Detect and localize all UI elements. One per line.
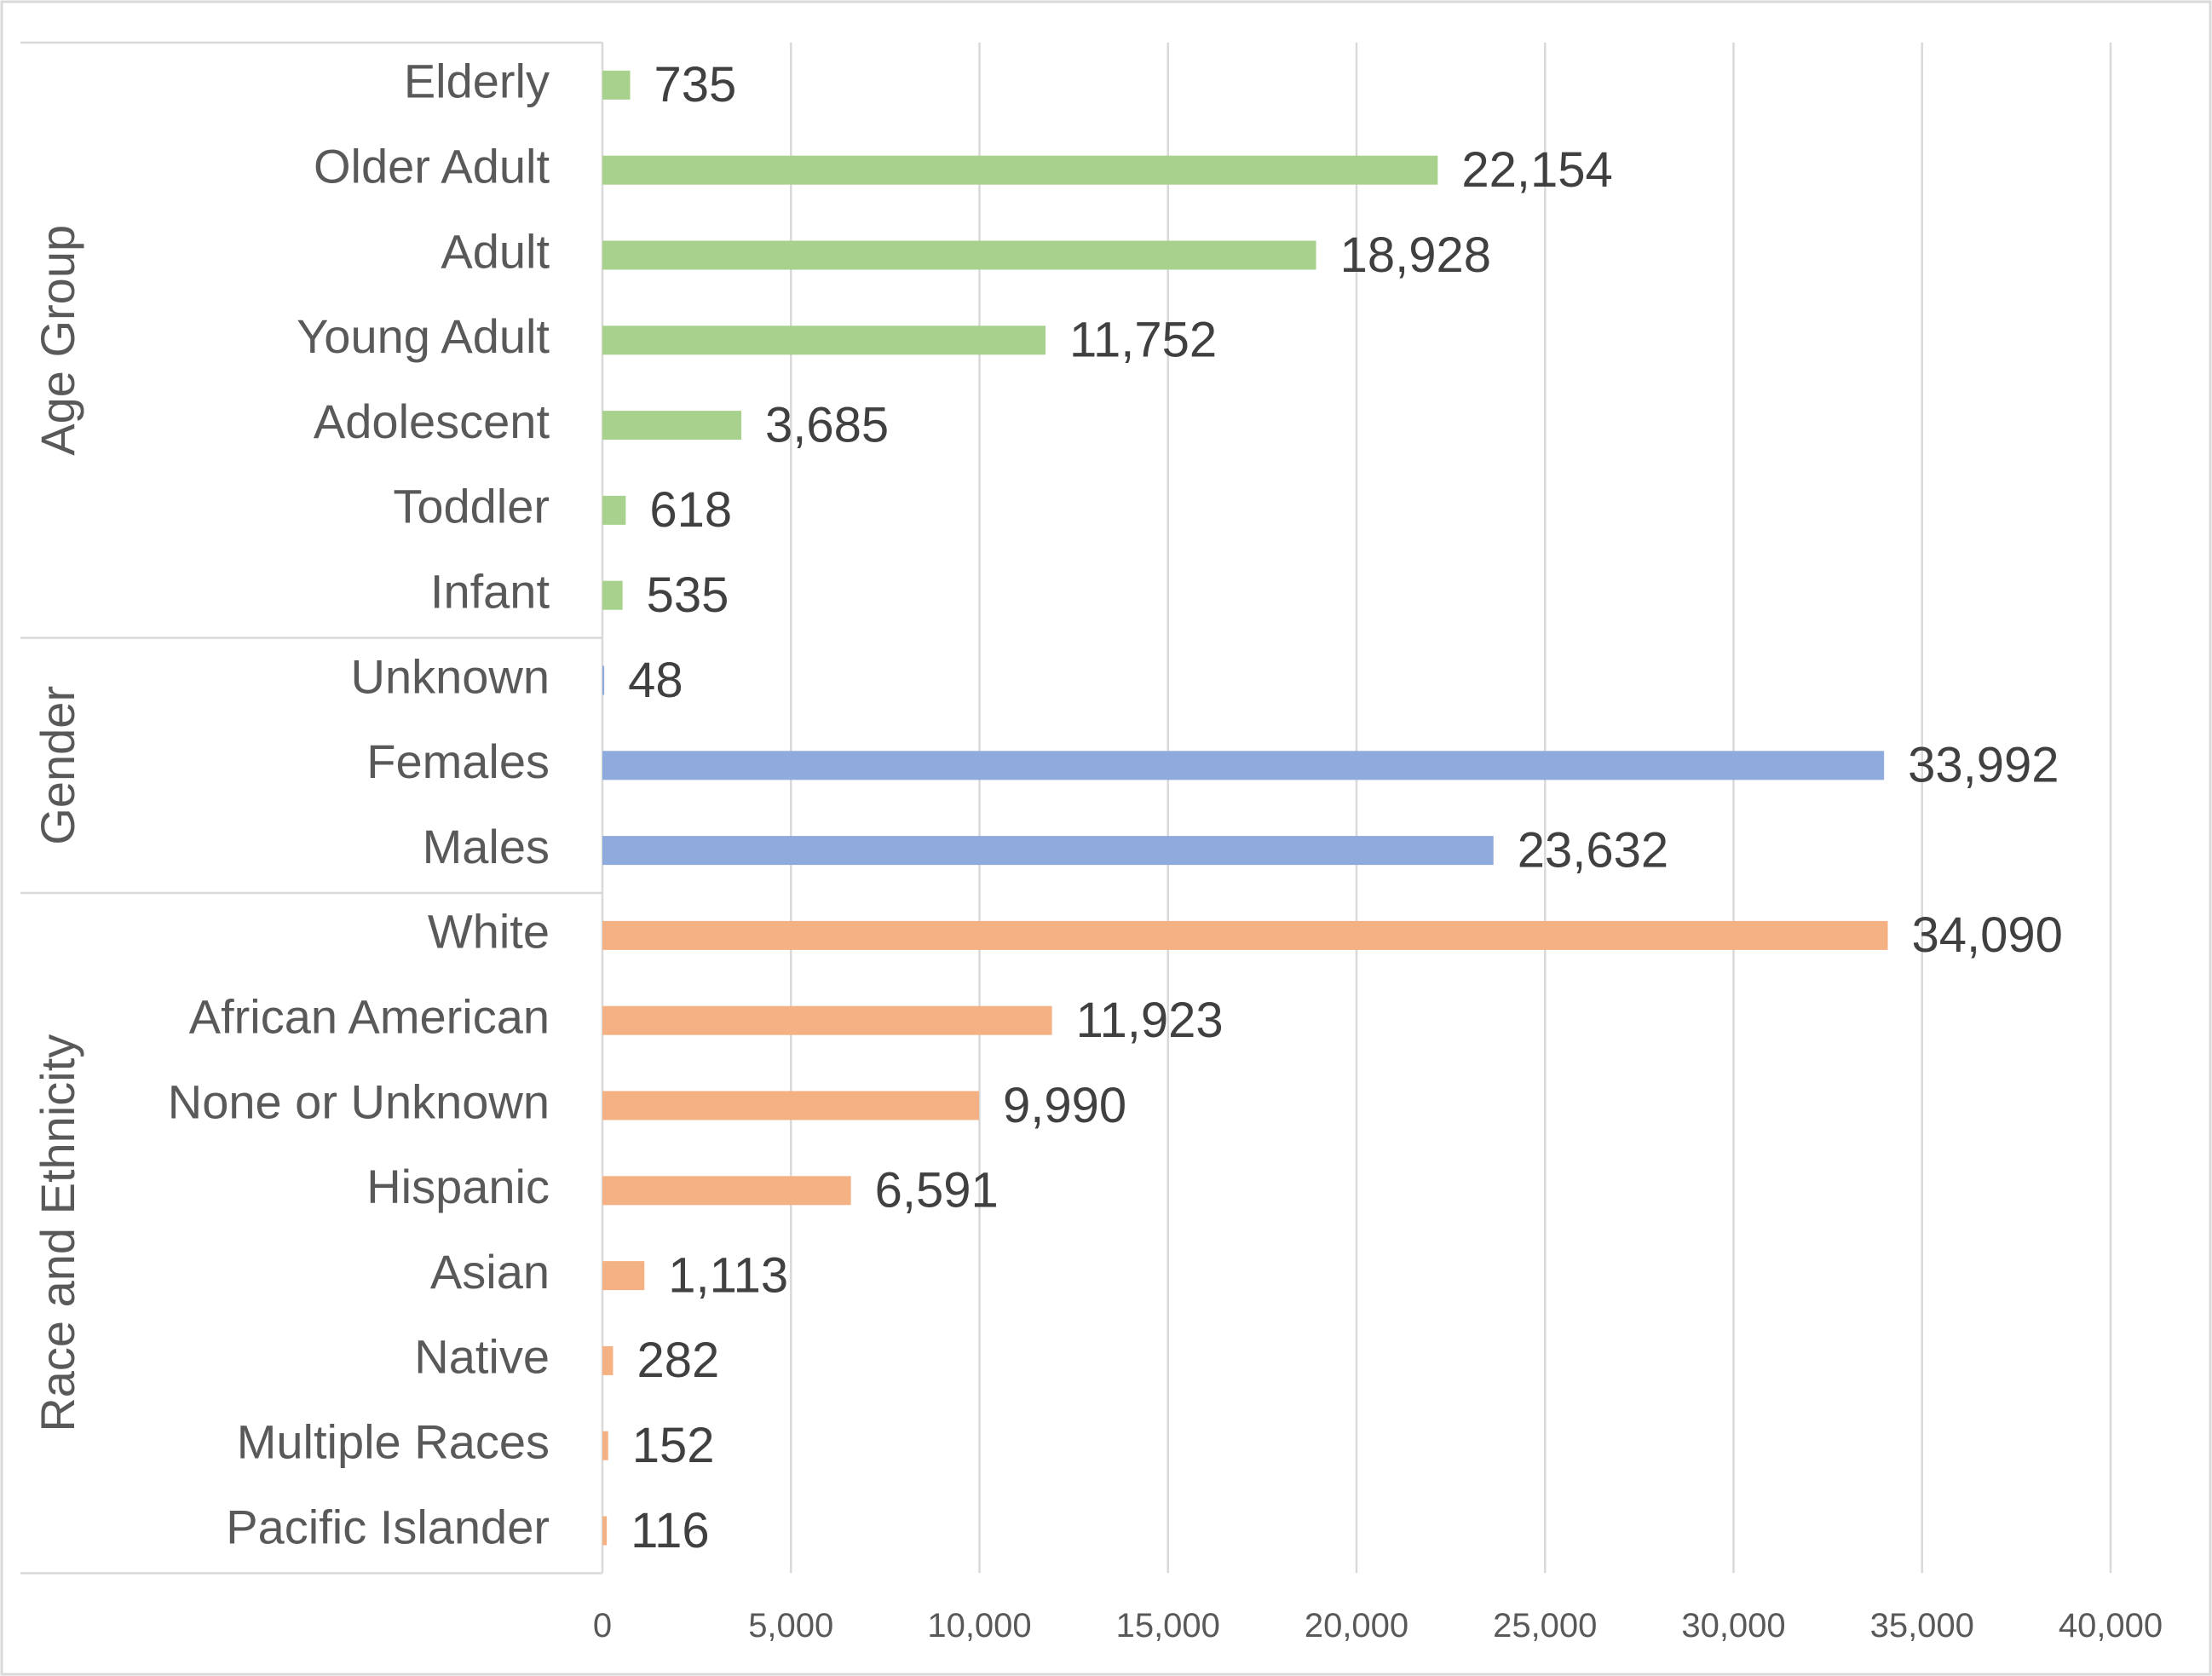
data-label: 535	[647, 567, 729, 623]
category-label: Males	[423, 820, 550, 873]
data-label: 735	[654, 57, 737, 112]
bar	[602, 920, 1888, 950]
bar	[602, 495, 626, 525]
category-label: Native	[414, 1330, 550, 1384]
category-label: Adolescent	[314, 395, 550, 448]
bars	[602, 70, 1888, 1546]
data-label: 116	[631, 1503, 709, 1558]
data-label: 23,632	[1518, 822, 1668, 878]
bar	[602, 155, 1438, 185]
bar	[602, 580, 623, 610]
data-label: 9,990	[1003, 1078, 1126, 1133]
data-label: 282	[637, 1333, 719, 1388]
group-label: Race and Ethnicity	[31, 1034, 84, 1432]
category-label: Unknown	[351, 649, 550, 703]
data-label: 22,154	[1461, 142, 1612, 198]
bar	[602, 1176, 851, 1206]
x-tick-label: 40,000	[2059, 1607, 2163, 1644]
data-label: 34,090	[1911, 907, 2062, 963]
data-label: 152	[632, 1418, 715, 1473]
data-label: 1,113	[668, 1247, 788, 1303]
data-label: 33,992	[1908, 738, 2059, 793]
category-label: Older Adult	[314, 139, 550, 193]
x-tick-label: 25,000	[1493, 1607, 1597, 1644]
x-tick-label: 15,000	[1116, 1607, 1220, 1644]
data-label: 3,685	[765, 397, 889, 452]
data-label: 6,591	[875, 1163, 999, 1218]
bar	[602, 1431, 608, 1460]
group-label: Gender	[31, 686, 84, 845]
x-tick-label: 35,000	[1870, 1607, 1974, 1644]
labels: 0 5,000 10,000 15,000 20,000 25,000 30,000 35,0…	[31, 55, 2163, 1644]
group-label: Age Group	[31, 225, 84, 456]
category-label: Females	[366, 734, 550, 788]
bar	[602, 240, 1316, 270]
data-label: 11,923	[1076, 993, 1224, 1048]
category-label: African American	[189, 989, 550, 1043]
x-tick-label: 20,000	[1305, 1607, 1408, 1644]
category-label: Asian	[430, 1245, 550, 1299]
bar	[602, 70, 631, 100]
data-label: 11,752	[1069, 313, 1217, 368]
bar	[602, 836, 1494, 866]
category-label: Toddler	[393, 480, 550, 533]
bar	[602, 1005, 1052, 1035]
category-label: None or Unknown	[168, 1074, 550, 1128]
x-tick-label: 5,000	[748, 1607, 833, 1644]
bar	[602, 411, 742, 441]
category-frame	[20, 41, 604, 1575]
category-label: Infant	[430, 564, 550, 618]
category-label: Adult	[441, 224, 550, 278]
bar	[602, 665, 605, 695]
category-label: Pacific Islander	[226, 1500, 550, 1553]
x-tick-label: 0	[593, 1607, 612, 1644]
bar	[602, 1345, 613, 1375]
bar	[602, 1091, 980, 1120]
x-tick-label: 10,000	[927, 1607, 1031, 1644]
x-tick-label: 30,000	[1681, 1607, 1785, 1644]
bar	[602, 325, 1046, 355]
category-label: Young Adult	[297, 309, 550, 363]
bar	[602, 1516, 608, 1546]
bar	[602, 751, 1885, 780]
data-label: 18,928	[1340, 227, 1491, 283]
category-label: Hispanic	[366, 1160, 550, 1213]
bar	[602, 1261, 645, 1291]
gridlines	[790, 43, 2112, 1573]
category-label: White	[428, 905, 550, 959]
data-label: 48	[628, 653, 683, 708]
category-label: Elderly	[404, 55, 550, 108]
data-label: 618	[649, 482, 732, 538]
category-label: Multiple Races	[237, 1414, 550, 1468]
